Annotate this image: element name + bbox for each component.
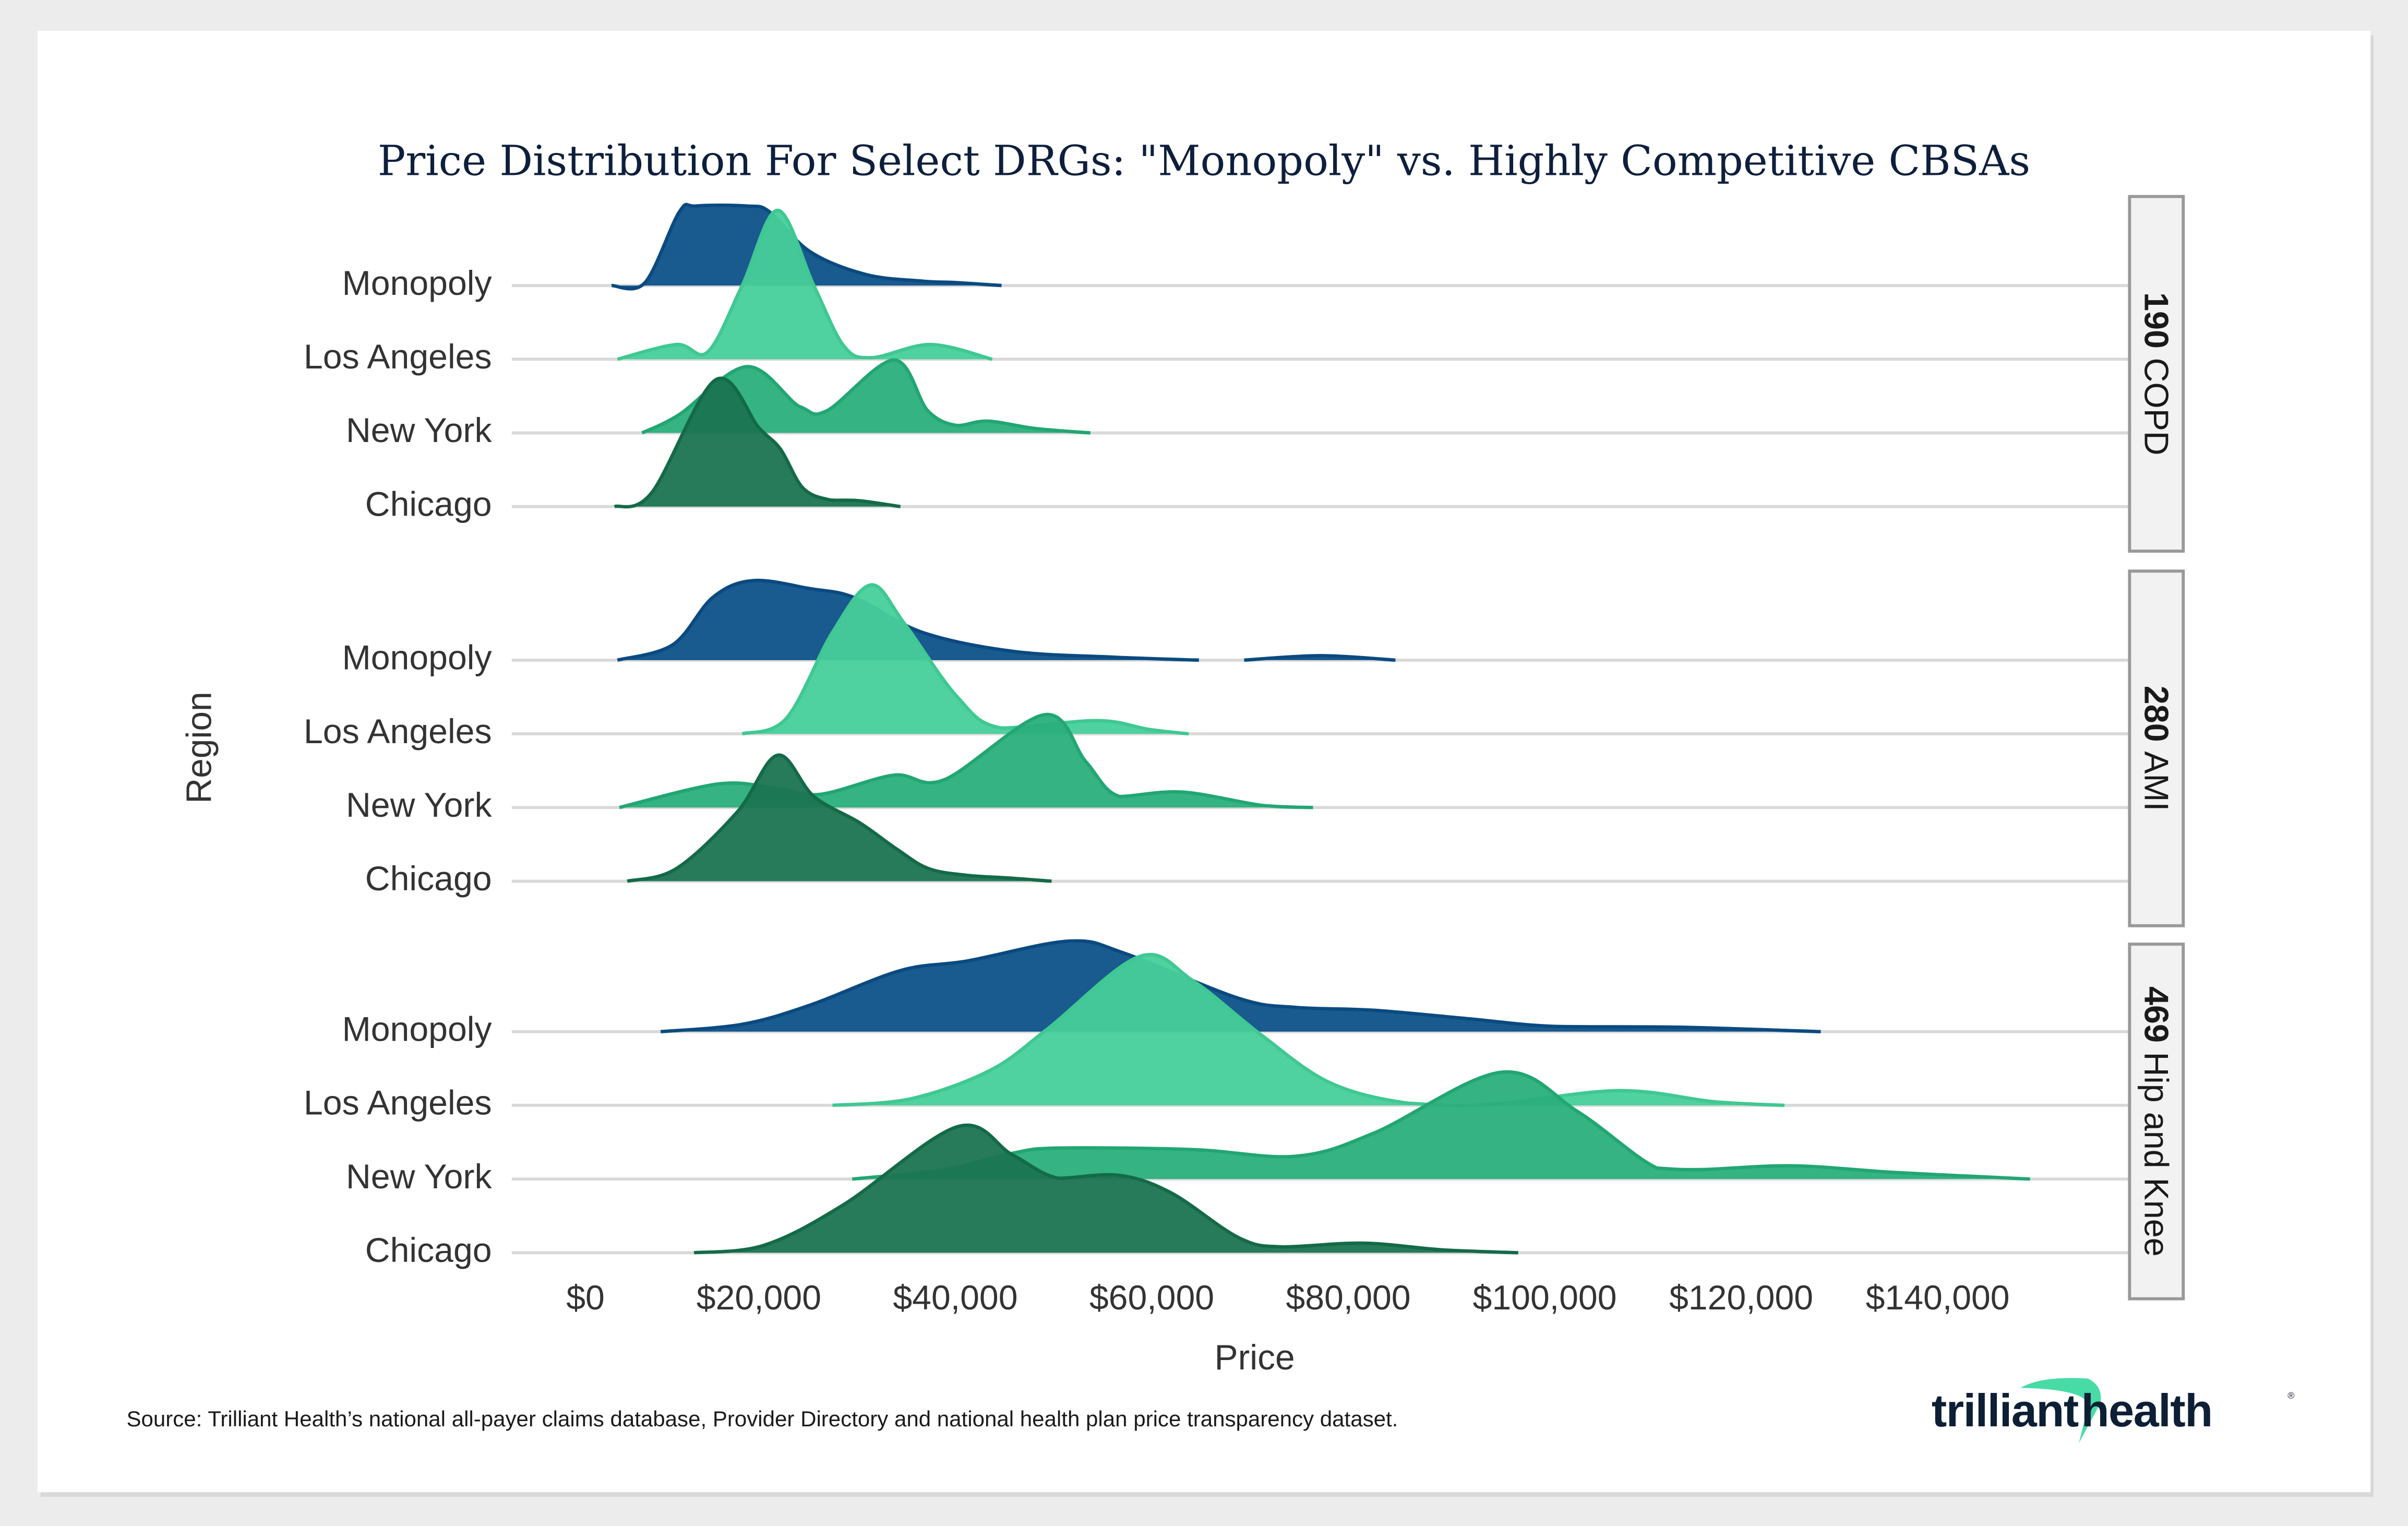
row-label: Los Angeles <box>304 1084 492 1123</box>
row-label: Monopoly <box>342 1010 492 1048</box>
facet-name: COPD <box>2138 358 2176 456</box>
trilliant-health-logo: trilliant health ® <box>1932 1378 2294 1444</box>
ridge-outline <box>641 358 1091 435</box>
ridge-ami-los-angeles <box>742 585 1189 734</box>
ridge-ami-monopoly <box>617 580 1199 660</box>
facet-label: 469 Hip and Knee <box>2138 986 2176 1257</box>
row-label: Monopoly <box>342 639 492 677</box>
x-tick-label: $100,000 <box>1473 1279 1617 1317</box>
ridge-outline <box>617 208 993 361</box>
ridge-outline <box>614 376 901 509</box>
row-label: Los Angeles <box>304 712 492 751</box>
ridge-outline <box>852 1070 2030 1181</box>
ridge-hip-and-knee-chicago <box>694 1125 1518 1253</box>
facet-label: 190 COPD <box>2138 292 2176 456</box>
logo-text: trilliant health <box>1932 1385 2212 1436</box>
x-tick-label: $0 <box>566 1279 605 1317</box>
row-label: Chicago <box>365 860 492 898</box>
facet-label: 280 AMI <box>2138 686 2176 812</box>
x-axis-label: Price <box>1215 1338 1295 1377</box>
x-tick-labels: $0 $20,000 $40,000 $60,000 $80,000 $100,000 $1… <box>566 1279 2009 1317</box>
chart-title: Price Distribution For Select DRGs: "Mon… <box>378 136 2030 185</box>
facet-name: AMI <box>2138 751 2176 811</box>
ridge-outline <box>1244 654 1396 662</box>
ridge-outline <box>660 939 1821 1034</box>
row-labels: Monopoly Los Angeles New York Chicago Monopo… <box>304 264 492 1270</box>
row-label: New York <box>346 1158 492 1196</box>
facet-code: 280 <box>2138 686 2176 742</box>
x-tick-label: $120,000 <box>1669 1279 1813 1317</box>
row-label: Chicago <box>365 1231 492 1270</box>
facet-strip-280 <box>2128 569 2185 927</box>
row-label: New York <box>346 411 492 450</box>
card <box>37 30 2371 1493</box>
row-label: Los Angeles <box>304 338 492 376</box>
x-tick-label: $60,000 <box>1089 1279 1214 1317</box>
source-note: Source: Trilliant Health’s national all-… <box>126 1406 1398 1431</box>
ridge-copd-monopoly <box>612 204 1002 289</box>
logo-swoosh <box>2020 1378 2101 1444</box>
facet-name: Hip and Knee <box>2138 1052 2176 1257</box>
ridge-copd-new-york <box>642 360 1091 433</box>
row-label: New York <box>346 786 492 825</box>
ridges <box>611 202 2030 1255</box>
facet-code: 469 <box>2138 986 2176 1043</box>
facet-strip-469 <box>2128 943 2185 1301</box>
ridge-outline <box>693 1123 1518 1255</box>
x-tick-label: $40,000 <box>893 1279 1017 1317</box>
x-tick-label: $80,000 <box>1286 1279 1410 1317</box>
ridge-hip-and-knee-new-york <box>852 1071 2030 1179</box>
facet-strip-190 <box>2128 195 2185 553</box>
ridge-outline <box>832 952 1785 1107</box>
row-label: Chicago <box>365 485 492 523</box>
facet-strips: 190 COPD 280 AMI 469 Hip and Knee <box>2128 195 2185 1301</box>
x-tick-label: $20,000 <box>697 1279 821 1317</box>
ridge-hip-and-knee-los-angeles <box>832 955 1785 1106</box>
x-tick-label: $140,000 <box>1866 1279 2010 1317</box>
ridge-outline <box>627 753 1052 883</box>
registered-mark: ® <box>2287 1390 2294 1401</box>
facet-code: 190 <box>2138 292 2176 349</box>
ridge-ami-chicago <box>627 755 1052 881</box>
ridge-ami-new-york <box>619 714 1313 808</box>
y-axis-label: Region <box>179 692 219 803</box>
ridge-outline <box>741 583 1189 736</box>
ridge-copd-chicago <box>614 378 901 507</box>
ridge-copd-los-angeles <box>617 210 992 360</box>
row-label: Monopoly <box>342 264 492 303</box>
